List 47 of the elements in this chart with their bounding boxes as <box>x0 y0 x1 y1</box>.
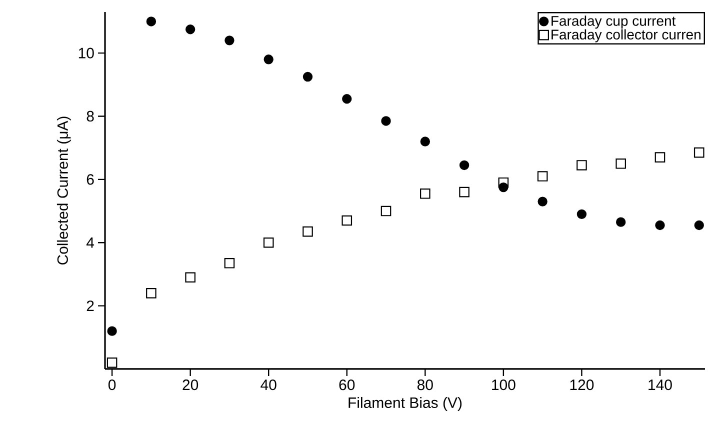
point <box>576 209 587 220</box>
x-tick-label: 80 <box>417 380 433 390</box>
point <box>655 220 665 230</box>
point <box>616 217 626 227</box>
x-tick-label: 0 <box>108 380 116 390</box>
point <box>538 196 548 206</box>
y-tick-label: 6 <box>86 174 94 185</box>
y-axis-title: Collected Current (μA) <box>56 116 71 264</box>
point <box>654 152 666 162</box>
x-tick-label: 120 <box>570 380 594 390</box>
y-tick-label: 4 <box>86 237 94 248</box>
x-tick-label: 100 <box>492 380 516 390</box>
x-tick-label: 60 <box>339 380 355 390</box>
x-tick-label: 20 <box>182 380 198 390</box>
point <box>537 171 548 182</box>
point <box>380 206 392 216</box>
y-tick-label: 10 <box>78 48 94 58</box>
point <box>459 186 470 198</box>
point <box>576 160 587 170</box>
point <box>264 54 274 64</box>
point <box>263 237 274 248</box>
x-axis-title: Filament Bias (V) <box>348 397 462 411</box>
point <box>498 177 509 188</box>
point <box>224 36 234 46</box>
point <box>224 258 235 268</box>
point <box>420 136 430 146</box>
point <box>185 272 196 283</box>
point <box>342 215 352 226</box>
point <box>420 188 430 199</box>
x-tick-label: 40 <box>260 380 276 390</box>
y-tick-label: 2 <box>86 300 94 312</box>
legend-label: Faraday collector curren <box>552 29 700 42</box>
point <box>616 158 626 169</box>
point <box>459 160 470 170</box>
point <box>146 16 156 26</box>
point <box>146 288 156 298</box>
y-tick-label: 8 <box>86 110 94 122</box>
point <box>694 147 704 158</box>
point <box>185 24 196 34</box>
point <box>107 326 117 336</box>
legend-label: Faraday cup current <box>552 16 676 29</box>
x-tick-label: 140 <box>648 380 672 390</box>
point <box>381 116 391 126</box>
point <box>302 72 313 82</box>
point <box>694 220 704 230</box>
point <box>302 226 313 237</box>
point <box>342 94 352 104</box>
